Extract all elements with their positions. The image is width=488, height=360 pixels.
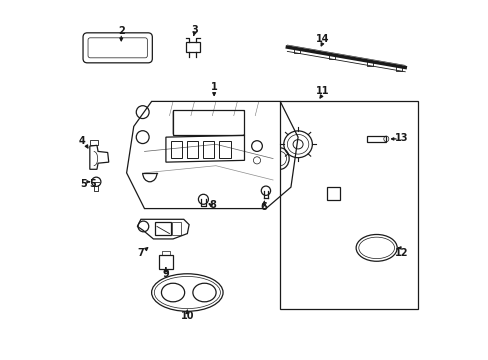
Text: 11: 11: [316, 86, 329, 96]
Text: 14: 14: [316, 34, 329, 44]
Text: 2: 2: [118, 26, 124, 36]
Bar: [396, 66, 402, 71]
Bar: [172, 222, 181, 235]
Text: 3: 3: [191, 25, 198, 35]
Text: 5: 5: [89, 179, 96, 189]
Bar: [293, 48, 299, 53]
Bar: [366, 136, 386, 142]
Text: 12: 12: [394, 248, 407, 258]
Bar: [280, 102, 417, 309]
Text: 1: 1: [210, 82, 217, 92]
Bar: [326, 187, 340, 200]
Bar: [171, 141, 182, 158]
Text: 9: 9: [162, 269, 169, 279]
Bar: [159, 255, 173, 269]
Bar: [155, 222, 171, 235]
Bar: [186, 141, 198, 158]
Bar: [219, 141, 230, 158]
Text: 8: 8: [208, 200, 215, 210]
Bar: [203, 141, 214, 158]
Text: 5: 5: [81, 179, 87, 189]
Bar: [185, 42, 200, 53]
Text: 4: 4: [79, 136, 85, 146]
Bar: [366, 60, 372, 66]
Text: 13: 13: [394, 133, 407, 143]
Text: 7: 7: [137, 248, 144, 258]
Bar: [328, 54, 334, 59]
Text: 6: 6: [260, 202, 267, 212]
Bar: [90, 140, 98, 145]
Text: 10: 10: [180, 311, 194, 321]
